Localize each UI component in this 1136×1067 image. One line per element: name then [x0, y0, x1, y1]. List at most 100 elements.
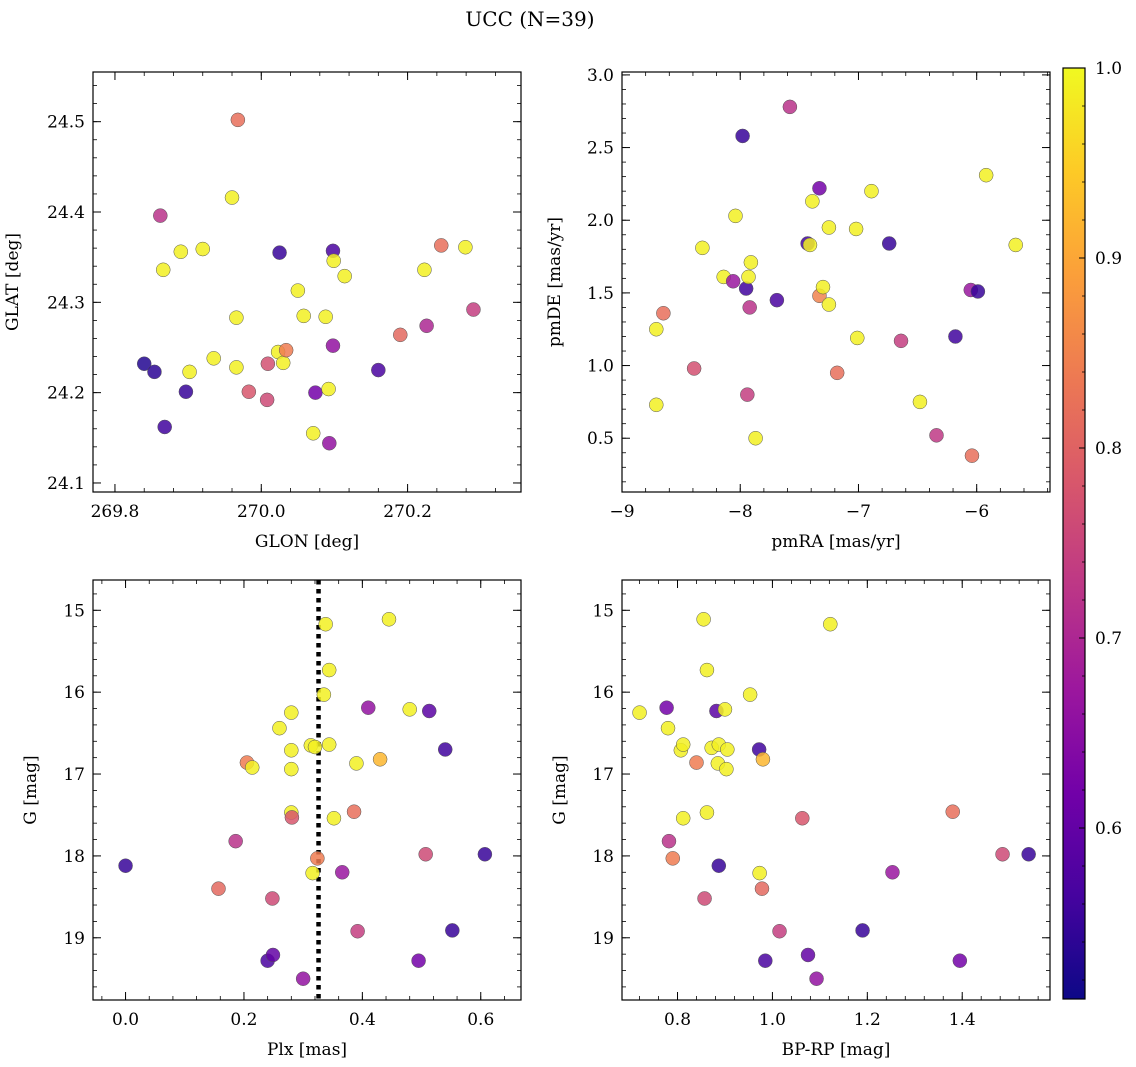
data-point [699, 805, 715, 820]
colorbar-gradient [1062, 67, 1086, 1000]
data-point [173, 244, 189, 259]
data-point [326, 810, 342, 826]
data-point [178, 384, 194, 399]
data-point [711, 858, 727, 873]
data-point [434, 238, 449, 253]
data-point [717, 702, 733, 717]
data-point [224, 190, 240, 205]
data-point [228, 833, 243, 849]
data-point [211, 881, 226, 896]
data-point [964, 448, 980, 463]
data-point [272, 245, 287, 260]
data-point [809, 971, 824, 986]
data-point [305, 426, 321, 441]
data-point [649, 321, 664, 337]
data-point [284, 705, 299, 720]
data-point [754, 881, 770, 896]
y-tick-label: 16 [592, 683, 614, 703]
x-tick-label: 0.4 [349, 1010, 376, 1030]
panels: 269.8 270.0 270.2 24.1 24.2 24.3 24.4 24.5 GLON … [3, 66, 1051, 1060]
data-point [659, 700, 674, 715]
panel-plx_g: 0.0 0.2 0.4 0.6 15 16 17 18 19 Plx [mas] G [mag] [21, 579, 522, 1060]
data-point [912, 394, 928, 410]
data-point [740, 387, 755, 402]
data-point [743, 255, 759, 270]
x-tick-label: −6 [964, 502, 989, 522]
x-tick-label: −7 [846, 502, 871, 522]
x-tick-label: 1.4 [949, 1010, 976, 1030]
x-axis-label: BP-RP [mag] [782, 1040, 891, 1060]
data-point [305, 865, 320, 881]
data-point [782, 99, 798, 115]
y-tick-label: 1.0 [587, 357, 614, 377]
data-point [445, 923, 460, 938]
axes-frame [92, 71, 522, 493]
data-point [155, 262, 171, 278]
y-tick-label: 18 [592, 847, 614, 867]
data-point [821, 220, 837, 235]
x-tick-label: 0.6 [467, 1010, 494, 1030]
data-point [259, 392, 275, 408]
y-axis-label: GLAT [deg] [3, 233, 23, 331]
axes-frame [621, 579, 1051, 1001]
data-point [742, 687, 758, 702]
data-point [241, 384, 257, 399]
y-tick-label: 18 [63, 847, 85, 867]
data-point [815, 279, 831, 295]
data-point [795, 810, 810, 826]
data-point [244, 760, 260, 775]
axes-frame [621, 71, 1051, 493]
data-point [769, 292, 785, 308]
x-axis-label: pmRA [mas/yr] [771, 532, 900, 552]
data-point [284, 743, 299, 758]
colorbar: 0.6 0.7 0.8 0.9 1.0 [1062, 59, 1122, 1000]
data-point [758, 953, 773, 968]
data-point [466, 302, 481, 317]
x-tick-label: −9 [609, 502, 634, 522]
data-point [337, 268, 352, 284]
data-point [696, 612, 711, 627]
data-point [278, 342, 294, 358]
data-point [350, 923, 365, 939]
data-point [725, 274, 741, 289]
data-point [411, 953, 426, 968]
data-point [326, 253, 341, 269]
data-point [656, 305, 671, 321]
data-point [290, 283, 306, 298]
y-tick-label: 24.5 [47, 113, 85, 133]
data-point [136, 356, 152, 371]
colorbar-tick-label: 0.7 [1095, 629, 1122, 649]
data-point [741, 269, 756, 285]
panel-pmra_pmde: −9 −8 −7 −6 0.5 1.0 1.5 2.0 2.5 3.0 pmRA [mas/yr] p… [545, 66, 1051, 552]
data-point [229, 310, 244, 325]
data-point [322, 435, 337, 451]
data-point [661, 833, 677, 849]
data-point [318, 616, 333, 632]
colorbar-tick-label: 1.0 [1095, 59, 1122, 79]
data-point [334, 865, 350, 880]
x-tick-label: −8 [728, 502, 753, 522]
data-point [812, 181, 827, 196]
panel-glon_glat: 269.8 270.0 270.2 24.1 24.2 24.3 24.4 24.5 GLON … [3, 71, 522, 552]
x-tick-label: 270.0 [237, 502, 286, 522]
data-point [978, 167, 994, 183]
data-point [742, 300, 757, 315]
y-tick-label: 19 [63, 929, 85, 949]
x-tick-label: 0.2 [230, 1010, 257, 1030]
y-axis-label: G [mag] [21, 755, 41, 824]
data-point [689, 755, 704, 770]
data-point [393, 327, 408, 343]
data-point [321, 381, 336, 397]
data-point [697, 891, 712, 906]
scatter-points [632, 612, 1036, 986]
data-point [755, 752, 771, 767]
data-point [719, 761, 734, 777]
scatter-points [649, 99, 1023, 463]
data-point [665, 851, 681, 866]
colorbar-tick-label: 0.8 [1095, 439, 1122, 459]
data-point [153, 208, 168, 223]
data-point [310, 851, 325, 866]
data-point [477, 847, 493, 862]
data-point [800, 947, 816, 963]
data-point [272, 720, 287, 736]
